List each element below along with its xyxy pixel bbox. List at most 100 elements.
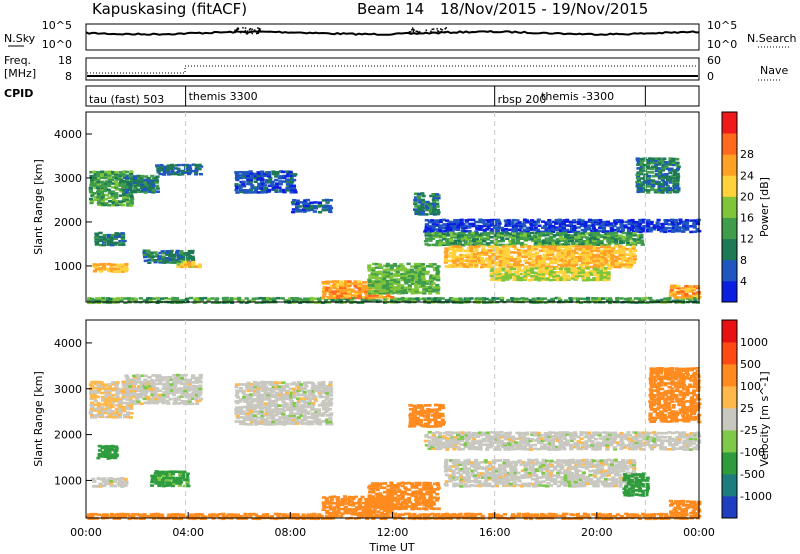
heatmap-cell — [642, 299, 647, 302]
noise-right-tick-bottom: 10^0 — [707, 38, 737, 51]
heatmap-cell — [250, 389, 255, 392]
heatmap-cell — [687, 288, 693, 291]
heatmap-cell — [259, 191, 265, 194]
heatmap-cell — [246, 403, 251, 407]
heatmap-cell — [194, 376, 199, 380]
heatmap-cell — [435, 272, 440, 275]
heatmap-cell — [90, 416, 95, 419]
heatmap-cell — [371, 296, 376, 300]
heatmap-cell — [466, 515, 471, 518]
heatmap-cell — [611, 251, 616, 255]
heatmap-cell — [576, 230, 581, 234]
heatmap-cell — [516, 277, 521, 280]
heatmap-cell — [328, 420, 333, 424]
heatmap-cell — [241, 171, 247, 174]
heatmap-cell — [567, 236, 572, 239]
heatmap-cell — [268, 399, 273, 403]
heatmap-cell — [592, 265, 597, 269]
heatmap-cell — [610, 249, 615, 253]
heatmap-cell — [162, 395, 167, 399]
heatmap-cell — [425, 287, 430, 291]
heatmap-cell — [489, 278, 495, 281]
heatmap-cell — [161, 382, 166, 386]
heatmap-cell — [480, 251, 485, 254]
heatmap-cell — [418, 284, 423, 287]
heatmap-cell — [421, 268, 426, 272]
heatmap-cell — [357, 506, 363, 509]
heatmap-cell — [573, 257, 578, 260]
heatmap-cell — [121, 397, 126, 400]
heatmap-cell — [501, 228, 506, 231]
heatmap-cell — [531, 263, 536, 267]
heatmap-cell — [88, 197, 94, 201]
heatmap-cell — [562, 515, 567, 518]
heatmap-cell — [166, 173, 171, 176]
heatmap-cell — [257, 172, 262, 176]
heatmap-cell — [343, 505, 348, 509]
heatmap-cell — [619, 514, 624, 518]
heatmap-cell — [267, 173, 272, 176]
heatmap-cell — [529, 231, 535, 235]
heatmap-cell — [92, 393, 97, 396]
heatmap-cell — [517, 259, 522, 263]
heatmap-cell — [351, 294, 356, 297]
heatmap-cell — [273, 418, 278, 422]
heatmap-cell — [129, 178, 135, 182]
heatmap-cell — [395, 267, 400, 270]
heatmap-cell — [367, 296, 372, 300]
heatmap-cell — [249, 423, 254, 426]
heatmap-cell — [528, 299, 533, 302]
heatmap-cell — [325, 506, 330, 509]
heatmap-cell — [151, 177, 156, 180]
heatmap-cell — [313, 389, 319, 393]
heatmap-cell — [115, 395, 120, 399]
heatmap-cell — [402, 288, 408, 291]
noise-search-dot — [415, 30, 417, 33]
heatmap-cell — [375, 295, 381, 299]
heatmap-cell — [539, 299, 544, 302]
colorbar-tick-label: 16 — [740, 212, 754, 225]
heatmap-cell — [157, 470, 162, 474]
heatmap-cell — [117, 234, 122, 237]
heatmap-cell — [482, 222, 487, 226]
heatmap-cell — [106, 235, 111, 239]
heatmap-cell — [414, 264, 419, 268]
heatmap-cell — [625, 237, 631, 241]
heatmap-cell — [430, 512, 435, 516]
heatmap-cell — [286, 395, 291, 399]
heatmap-cell — [263, 184, 268, 187]
heatmap-cell — [96, 186, 101, 190]
heatmap-cell — [128, 180, 133, 184]
heatmap-cell — [606, 278, 611, 281]
heatmap-cell — [581, 273, 586, 276]
heatmap-cell — [277, 420, 282, 424]
heatmap-cell — [542, 297, 548, 300]
heatmap-cell — [403, 268, 408, 272]
heatmap-cell — [476, 251, 481, 255]
heatmap-cell — [432, 208, 437, 212]
heatmap-cell — [377, 270, 382, 274]
heatmap-cell — [246, 381, 251, 385]
heatmap-cell — [324, 208, 329, 212]
heatmap-cell — [165, 250, 170, 253]
colorbar-swatch — [722, 280, 737, 303]
heatmap-cell — [187, 261, 192, 265]
heatmap-cell — [634, 223, 639, 226]
heatmap-cell — [161, 476, 166, 480]
heatmap-cell — [263, 420, 269, 423]
heatmap-cell — [473, 245, 478, 249]
heatmap-cell — [501, 265, 506, 268]
heatmap-cell — [559, 232, 564, 235]
heatmap-cell — [160, 250, 165, 253]
heatmap-cell — [288, 172, 294, 175]
heatmap-cell — [175, 251, 180, 254]
heatmap-cell — [187, 172, 192, 176]
heatmap-cell — [538, 257, 543, 260]
heatmap-cell — [171, 517, 176, 520]
heatmap-cell — [114, 413, 119, 417]
heatmap-cell — [109, 477, 114, 480]
heatmap-cell — [192, 515, 197, 518]
heatmap-cell — [166, 167, 171, 170]
heatmap-cell — [393, 280, 398, 283]
heatmap-cell — [532, 299, 538, 303]
